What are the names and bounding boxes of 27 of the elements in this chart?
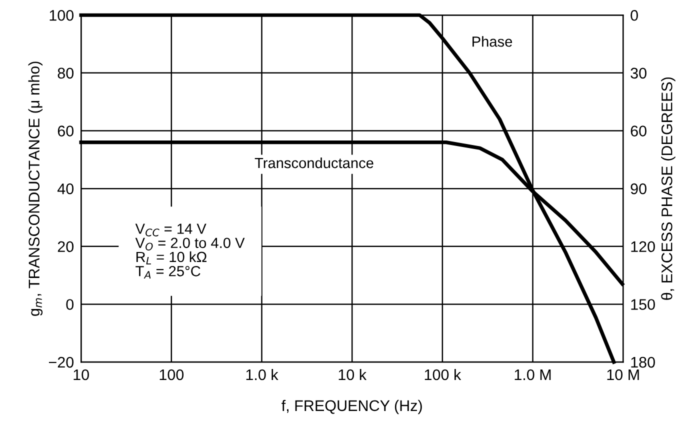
x-tick-label: 1.0 k [246, 368, 278, 380]
y2-tick-label: 120 [631, 241, 655, 252]
y-tick-label: 0 [66, 299, 74, 310]
y2-axis-title: θ, EXCESS PHASE (DEGREES) [661, 77, 676, 300]
y-tick-label: −20 [48, 356, 74, 368]
x-axis-title: f, FREQUENCY (Hz) [282, 400, 422, 414]
y2-tick-label: 0 [630, 10, 638, 21]
y-tick-label: 100 [50, 10, 74, 21]
y-tick-label: 60 [58, 126, 74, 136]
y2-tick-label: 60 [630, 126, 646, 136]
y-tick-label: 40 [57, 183, 74, 194]
x-tick-label: 10 k [338, 368, 367, 380]
y-axis-title: g$_{m}$, TRANSCONDUCTANCE (μ mho) [28, 62, 43, 316]
x-tick-label: 100 [160, 369, 184, 380]
x-tick-label: 10 [74, 369, 89, 380]
y2-tick-label: 30 [630, 68, 646, 79]
series-label: Transconductance [254, 157, 374, 168]
y-tick-label: 20 [58, 241, 74, 252]
series-label: Phase [472, 36, 512, 47]
text: V$_{CC}$ = 14 V V$_{O}$ = 2.0 to 4.0 V R$_{L}$ = 10 kΩ T$_{A}$ = 25°C [135, 224, 245, 279]
y2-tick-label: 90 [630, 183, 646, 194]
y2-tick-label: 180 [631, 356, 655, 368]
x-tick-label: 1.0 M [514, 369, 551, 380]
x-tick-label: 100 k [424, 368, 462, 380]
y-tick-label: 80 [58, 68, 74, 79]
x-tick-label: 10 M [607, 369, 639, 380]
y2-tick-label: 150 [631, 299, 655, 310]
